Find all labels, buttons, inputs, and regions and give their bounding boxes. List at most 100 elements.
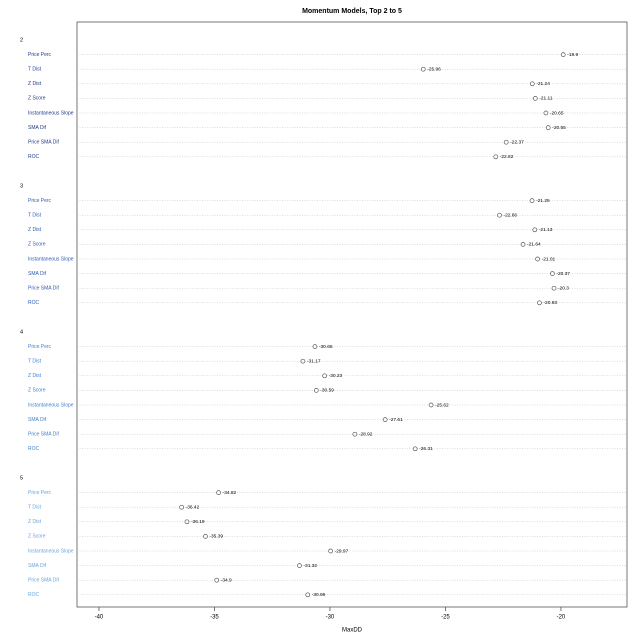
category-label: Z Dist (28, 519, 42, 525)
value-label: -30.59 (320, 388, 334, 394)
value-label: -21.24 (536, 81, 550, 87)
dot (352, 431, 358, 437)
dot (545, 125, 551, 130)
dot (305, 592, 311, 598)
x-tick-label: -40 (95, 615, 104, 621)
value-label: -28.92 (359, 431, 373, 437)
value-label: -25.62 (435, 402, 449, 408)
dot (520, 242, 526, 247)
category-label: Price SMA Dif (28, 432, 59, 438)
category-label: Z Score (28, 534, 46, 540)
category-label: T Dist (28, 67, 42, 73)
category-label: Z Dist (28, 81, 42, 87)
value-label: -29.97 (335, 548, 349, 554)
dot (313, 388, 319, 393)
value-label: -21.13 (539, 227, 553, 233)
dot (532, 227, 538, 233)
category-label: T Dist (28, 505, 42, 511)
dot (529, 81, 535, 87)
dot (328, 548, 333, 554)
value-label: -35.39 (209, 534, 223, 540)
value-label: -21.01 (542, 256, 556, 262)
value-label: -19.9 (567, 52, 578, 58)
group-label: 3 (20, 183, 23, 189)
dot (184, 519, 190, 525)
category-label: Z Score (28, 96, 46, 102)
category-label: Z Dist (28, 227, 42, 233)
dot (532, 96, 538, 101)
dot (322, 373, 327, 379)
group-label: 2 (20, 37, 23, 43)
dot (537, 300, 542, 306)
value-label: -20.55 (552, 125, 566, 131)
dot (203, 534, 208, 539)
value-label: -30.96 (312, 592, 326, 598)
value-label: -20.65 (550, 110, 564, 116)
dot (216, 490, 221, 495)
dot (497, 212, 502, 218)
category-label: ROC (28, 592, 40, 598)
category-label: Price Perc (28, 344, 52, 350)
category-label: Price Perc (28, 490, 52, 496)
category-label: SMA Dif (28, 563, 47, 569)
category-label: Instantaneous Slope (28, 110, 74, 116)
dot (179, 504, 184, 510)
group-label: 4 (20, 329, 23, 335)
value-label: -21.25 (536, 198, 550, 204)
category-label: Z Score (28, 242, 46, 248)
value-label: -25.96 (427, 66, 441, 72)
category-label: Instantaneous Slope (28, 256, 74, 262)
dot (493, 154, 499, 160)
value-label: -31.32 (303, 563, 317, 569)
category-label: ROC (28, 300, 40, 306)
value-label: -26.31 (419, 446, 433, 452)
dot (560, 52, 566, 57)
category-label: SMA Dif (28, 125, 47, 131)
chart-title: Momentum Models, Top 2 to 5 (302, 8, 402, 15)
dot (420, 66, 426, 72)
dot (551, 285, 557, 291)
group-label: 5 (20, 475, 23, 481)
category-label: T Dist (28, 359, 42, 365)
category-label: Price SMA Dif (28, 140, 59, 146)
value-label: -22.37 (510, 139, 524, 145)
category-label: Price Perc (28, 52, 52, 58)
x-tick-label: -25 (441, 615, 450, 621)
category-label: SMA Dif (28, 271, 47, 277)
value-label: -31.17 (307, 358, 321, 364)
dot (412, 446, 418, 452)
value-label: -21.11 (539, 96, 553, 102)
value-label: -21.64 (527, 242, 541, 248)
category-label: Z Score (28, 388, 46, 394)
category-label: SMA Dif (28, 417, 47, 423)
value-label: -22.82 (500, 154, 514, 160)
value-label: -22.66 (503, 212, 517, 218)
x-tick-label: -20 (557, 615, 566, 621)
value-label: -20.37 (556, 271, 570, 277)
category-label: ROC (28, 154, 40, 160)
category-label: Price SMA Dif (28, 578, 59, 584)
dot (543, 110, 549, 116)
dot (503, 139, 509, 145)
dot (214, 577, 220, 583)
dot (382, 417, 388, 422)
category-label: Z Dist (28, 373, 42, 379)
x-tick-label: -35 (210, 615, 219, 621)
value-label: -34.9 (221, 577, 232, 583)
dot (300, 358, 306, 364)
x-axis-label: MaxDD (342, 628, 363, 634)
value-label: -30.23 (329, 373, 343, 379)
value-label: -36.19 (191, 519, 205, 525)
category-label: Instantaneous Slope (28, 548, 74, 554)
x-tick-label: -30 (326, 615, 335, 621)
dot (535, 256, 540, 262)
plot-frame (76, 21, 628, 608)
value-label: -30.65 (319, 344, 333, 350)
value-label: -20.3 (558, 285, 569, 291)
value-label: -27.61 (389, 417, 403, 423)
category-label: T Dist (28, 213, 42, 219)
dot (529, 198, 535, 203)
dot (297, 563, 302, 568)
category-label: Price Perc (28, 198, 52, 204)
